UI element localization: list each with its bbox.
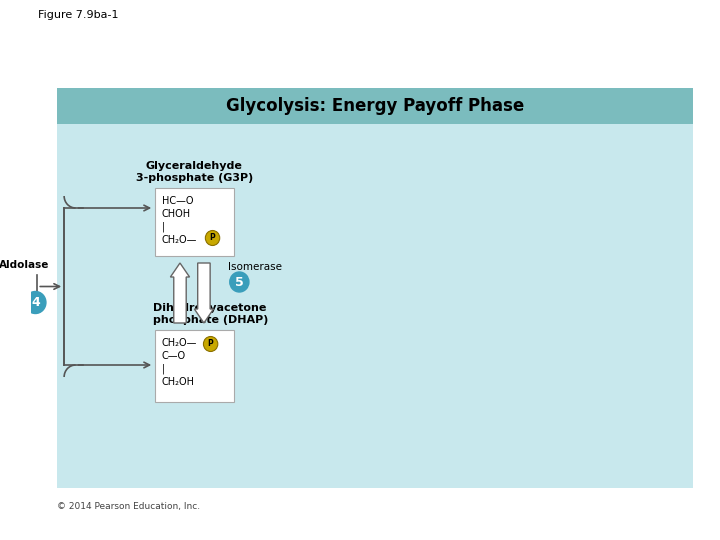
Text: Dihydroxyacetone
phosphate (DHAP): Dihydroxyacetone phosphate (DHAP) [153,302,269,325]
Text: |: | [162,364,165,375]
Text: CH₂O—: CH₂O— [162,235,197,245]
Text: CH₂O—: CH₂O— [162,338,197,348]
FancyBboxPatch shape [155,188,233,256]
Circle shape [204,336,218,352]
Text: 5: 5 [235,275,243,288]
Text: Glycolysis: Energy Payoff Phase: Glycolysis: Energy Payoff Phase [226,97,524,115]
FancyArrow shape [194,263,214,323]
Text: 4: 4 [31,296,40,309]
Circle shape [230,272,249,292]
Text: P: P [210,233,215,242]
Text: Isomerase: Isomerase [228,262,282,272]
Text: C—O: C—O [162,351,186,361]
FancyBboxPatch shape [58,88,693,488]
Text: CHOH: CHOH [162,209,191,219]
FancyArrow shape [171,263,189,323]
Text: Figure 7.9ba-1: Figure 7.9ba-1 [38,10,119,20]
FancyBboxPatch shape [155,330,233,402]
Text: CH₂OH: CH₂OH [162,377,195,387]
Text: |: | [162,222,165,233]
Circle shape [205,231,220,246]
Circle shape [25,292,46,314]
Text: Aldolase: Aldolase [0,260,49,269]
Text: HC—O: HC—O [162,196,193,206]
Text: P: P [208,340,214,348]
Text: © 2014 Pearson Education, Inc.: © 2014 Pearson Education, Inc. [58,502,201,511]
FancyBboxPatch shape [58,88,693,124]
Text: Glyceraldehyde
3-phosphate (G3P): Glyceraldehyde 3-phosphate (G3P) [135,160,253,183]
